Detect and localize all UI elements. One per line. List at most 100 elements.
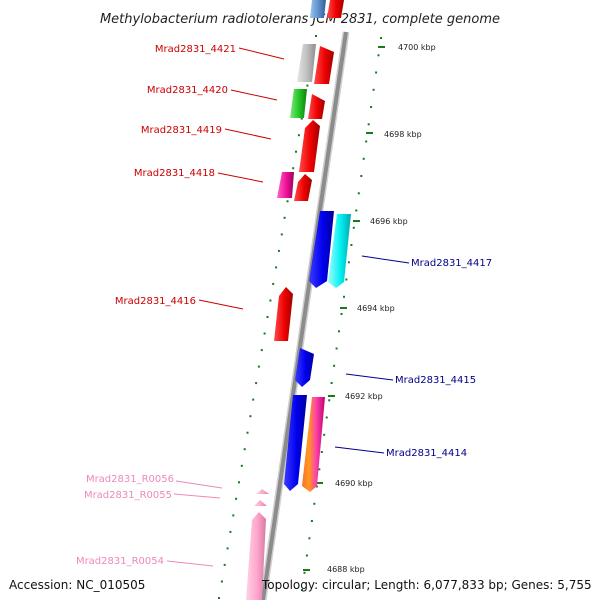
reverse-tick-dot — [257, 365, 260, 368]
reverse-tick-dot — [252, 398, 255, 401]
forward-tick-dot — [313, 502, 316, 505]
reverse-tick-dot — [292, 167, 295, 170]
map-title: Methylobacterium radiotolerans JCM 2831,… — [100, 12, 500, 27]
kbp-label-4690: 4690 kbp — [335, 479, 373, 488]
forward-tick-dot — [350, 244, 353, 246]
forward-tick-dot — [345, 278, 348, 281]
forward-tick-dot — [323, 433, 326, 436]
accession-text: Accession: NC_010505 — [9, 578, 146, 592]
kbp-label-4696: 4696 kbp — [370, 217, 408, 226]
kbp-labels: 4700 kbp 4698 kbp 4696 kbp 4694 kbp 4692… — [327, 43, 436, 574]
gene-feature-4420[interactable] — [308, 94, 325, 119]
forward-tick-dot — [301, 589, 303, 591]
kbp-label-4688: 4688 kbp — [327, 565, 365, 574]
forward-tick-dot — [367, 123, 370, 126]
reverse-tick-dot — [272, 282, 275, 285]
kbp-ticks — [301, 37, 385, 591]
forward-tick-dot — [362, 157, 365, 160]
gene-feature-4417-cyan[interactable] — [328, 214, 351, 288]
reverse-tick-dot — [243, 448, 246, 451]
gene-feature-top-red[interactable] — [327, 0, 344, 18]
reverse-tick-dot — [255, 382, 258, 385]
kbp-label-4700: 4700 kbp — [398, 43, 436, 52]
kbp-label-4698: 4698 kbp — [384, 130, 422, 139]
gene-feature-4414-orange[interactable] — [302, 397, 325, 492]
gene-label-4416[interactable]: Mrad2831_4416 — [115, 296, 196, 307]
kbp-label-4692: 4692 kbp — [345, 392, 383, 401]
reverse-tick-dot — [300, 117, 303, 120]
reverse-tick-dot — [238, 481, 240, 484]
forward-tick-dot — [333, 364, 336, 367]
forward-tick-dot — [315, 485, 318, 488]
gene-label-4414[interactable]: Mrad2831_4414 — [386, 448, 467, 459]
forward-tick-dot — [308, 537, 311, 540]
forward-tick-dot — [357, 192, 360, 195]
genome-backbone — [259, 31, 350, 600]
gene-feature-4420-green[interactable] — [290, 89, 307, 118]
gene-label-4420[interactable]: Mrad2831_4420 — [147, 85, 228, 96]
gene-feature-4414[interactable] — [284, 395, 307, 491]
forward-tick-dot — [347, 261, 350, 264]
forward-tick-dot — [335, 347, 338, 350]
forward-tick-dot — [380, 37, 382, 39]
gene-feature-4419[interactable] — [299, 120, 320, 172]
reverse-tick-dot — [246, 431, 249, 434]
gene-feature-4421[interactable] — [314, 46, 334, 84]
gene-feature-top-steel[interactable] — [310, 0, 326, 18]
forward-tick-dot — [310, 520, 313, 522]
forward-tick-dot — [370, 106, 373, 108]
reverse-tick-dot — [283, 216, 286, 219]
gene-label-4418[interactable]: Mrad2831_4418 — [134, 168, 215, 179]
gene-label-4419[interactable]: Mrad2831_4419 — [141, 125, 222, 136]
reverse-tick-dot — [220, 580, 223, 583]
forward-tick-dot — [343, 295, 345, 298]
reverse-tick-dot — [315, 35, 317, 37]
reverse-tick-dot — [249, 415, 252, 418]
forward-tick-dot — [340, 313, 343, 315]
reverse-tick-dot — [286, 200, 289, 203]
forward-tick-dot — [355, 209, 358, 212]
forward-tick-dot — [377, 54, 380, 57]
gene-label-4417[interactable]: Mrad2831_4417 — [411, 258, 492, 269]
reverse-tick-dot — [218, 597, 220, 599]
forward-tick-dot — [330, 382, 333, 384]
forward-tick-dot — [303, 571, 306, 574]
gene-feature-4418-magenta[interactable] — [277, 172, 294, 198]
forward-tick-dot — [372, 88, 375, 91]
forward-tick-dot — [375, 71, 378, 74]
forward-tick-dot — [318, 468, 321, 471]
rna-feature-R0056[interactable] — [256, 489, 269, 494]
reverse-tick-dot — [229, 530, 232, 533]
reverse-tick-dot — [260, 349, 263, 352]
forward-tick-dot — [338, 330, 340, 333]
topology-text: Topology: circular; Length: 6,077,833 bp… — [262, 578, 592, 592]
gene-labels: Mrad2831_4421 Mrad2831_4420 Mrad2831_441… — [76, 44, 492, 567]
gene-feature-4416[interactable] — [274, 287, 293, 341]
forward-tick-dot — [352, 226, 355, 229]
forward-tick-dot — [325, 416, 328, 419]
reverse-tick-dot — [269, 299, 272, 302]
gene-label-4415[interactable]: Mrad2831_4415 — [395, 375, 476, 386]
gene-features — [246, 0, 351, 600]
rna-feature-R0055[interactable] — [254, 500, 267, 506]
reverse-tick-dot — [297, 134, 300, 137]
forward-tick-dot — [305, 554, 308, 557]
rna-feature-R0054[interactable] — [246, 512, 266, 600]
reverse-tick-dot — [295, 150, 297, 153]
reverse-tick-dot — [263, 332, 266, 335]
reverse-tick-dot — [275, 266, 278, 269]
reverse-tick-dot — [232, 514, 235, 517]
gene-label-R0055[interactable]: Mrad2831_R0055 — [84, 490, 172, 501]
gene-feature-4415[interactable] — [295, 348, 314, 387]
reverse-tick-dot — [226, 547, 229, 550]
gene-feature-4417[interactable] — [309, 211, 334, 288]
gene-label-R0056[interactable]: Mrad2831_R0056 — [86, 474, 174, 485]
gene-feature-4418[interactable] — [294, 174, 312, 201]
gene-label-R0054[interactable]: Mrad2831_R0054 — [76, 556, 164, 567]
forward-tick-dot — [365, 140, 368, 143]
gene-feature-4421-gray[interactable] — [297, 44, 316, 82]
reverse-tick-dot — [235, 497, 238, 500]
gene-label-4421[interactable]: Mrad2831_4421 — [155, 44, 236, 55]
forward-tick-dot — [320, 451, 323, 453]
